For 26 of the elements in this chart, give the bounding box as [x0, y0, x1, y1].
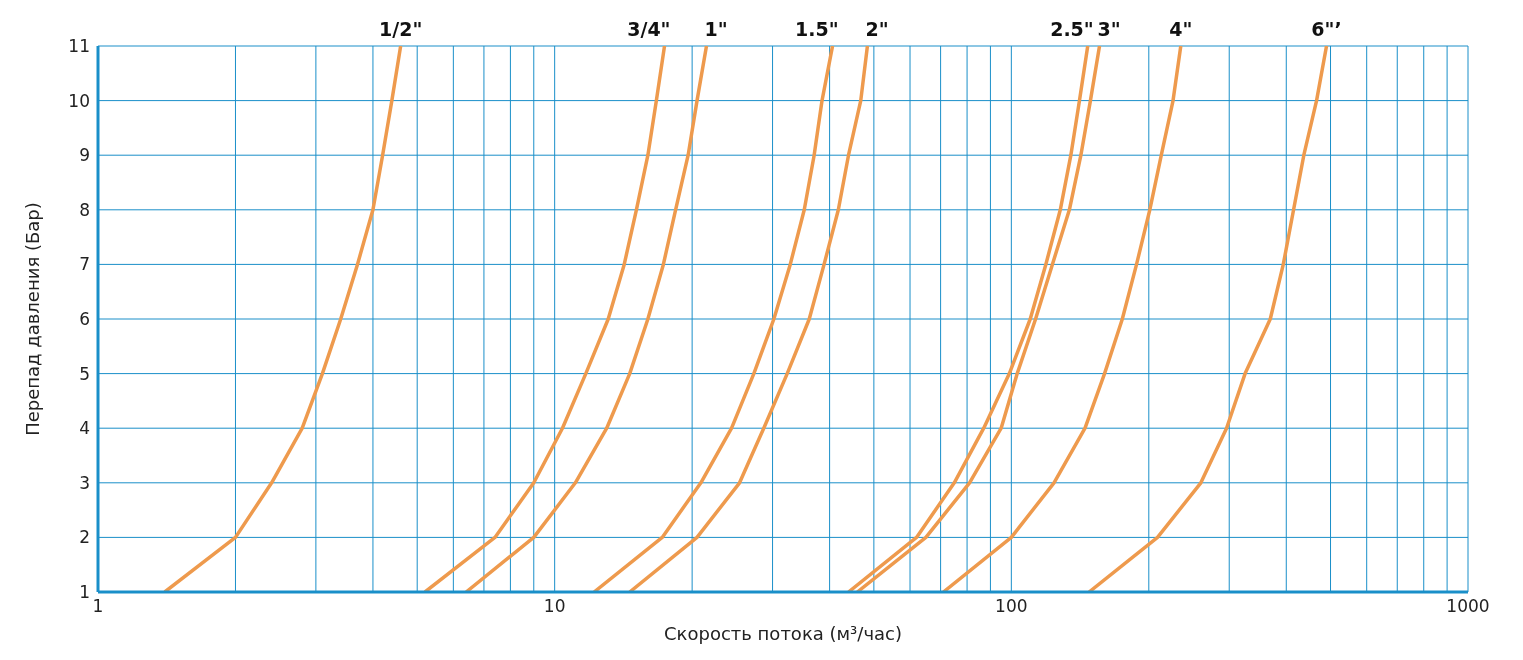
series-label: 4" [1169, 18, 1193, 40]
series-label: 6"’ [1311, 18, 1342, 40]
y-tick-label: 3 [79, 472, 90, 493]
y-tick-label: 8 [79, 199, 90, 220]
x-axis-title: Скорость потока (м³/час) [664, 623, 902, 644]
y-tick-label: 7 [79, 254, 90, 275]
y-tick-label: 11 [68, 36, 90, 57]
x-tick-label: 1 [92, 596, 104, 617]
series-label: 1/2" [379, 18, 423, 40]
x-tick-label: 100 [995, 596, 1028, 617]
y-axis-title: Перепад давления (Бар) [22, 202, 44, 436]
series-label: 3/4" [627, 18, 671, 40]
y-tick-label: 4 [79, 418, 90, 439]
x-tick-label: 10 [543, 596, 566, 617]
y-tick-label: 10 [68, 90, 90, 111]
x-tick-label: 1000 [1446, 596, 1490, 617]
series-label: 1" [704, 18, 728, 40]
series-label: 1.5" [795, 18, 839, 40]
y-tick-label: 2 [79, 527, 90, 548]
series-label: 3" [1097, 18, 1121, 40]
y-tick-label: 5 [79, 363, 90, 384]
y-tick-label: 9 [79, 145, 90, 166]
y-tick-label: 6 [79, 309, 90, 330]
series-label: 2.5" [1050, 18, 1094, 40]
series-label: 2" [865, 18, 889, 40]
y-tick-label: 1 [79, 582, 90, 603]
